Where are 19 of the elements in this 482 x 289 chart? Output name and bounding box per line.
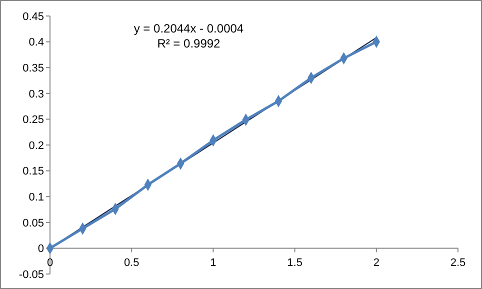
x-tick-label: 0.5	[124, 257, 140, 270]
y-tick-label: 0	[38, 243, 44, 256]
y-tick-label: -0.05	[18, 268, 44, 281]
x-tick-label: 2	[373, 257, 380, 270]
y-tick-label: 0.1	[28, 191, 44, 204]
y-tick-label: 0.4	[28, 36, 44, 49]
y-tick-label: 0.25	[22, 114, 44, 126]
y-tick-label: 0.35	[22, 62, 44, 74]
annotation: R² = 0.9992	[157, 36, 221, 51]
y-tick-label: 0.3	[28, 88, 44, 100]
y-tick-label: 0.2	[28, 140, 44, 152]
x-tick-label: 2.5	[450, 257, 466, 270]
y-tick-label: 0.05	[22, 217, 44, 230]
y-tick-label: 0.45	[22, 10, 44, 23]
x-tick-label: 0	[46, 257, 54, 270]
x-tick-label: 1.5	[287, 257, 302, 270]
annotation: y = 0.2044x - 0.0004	[134, 22, 244, 36]
x-tick-label: 1	[210, 257, 216, 270]
y-tick-label: 0.15	[22, 166, 44, 178]
